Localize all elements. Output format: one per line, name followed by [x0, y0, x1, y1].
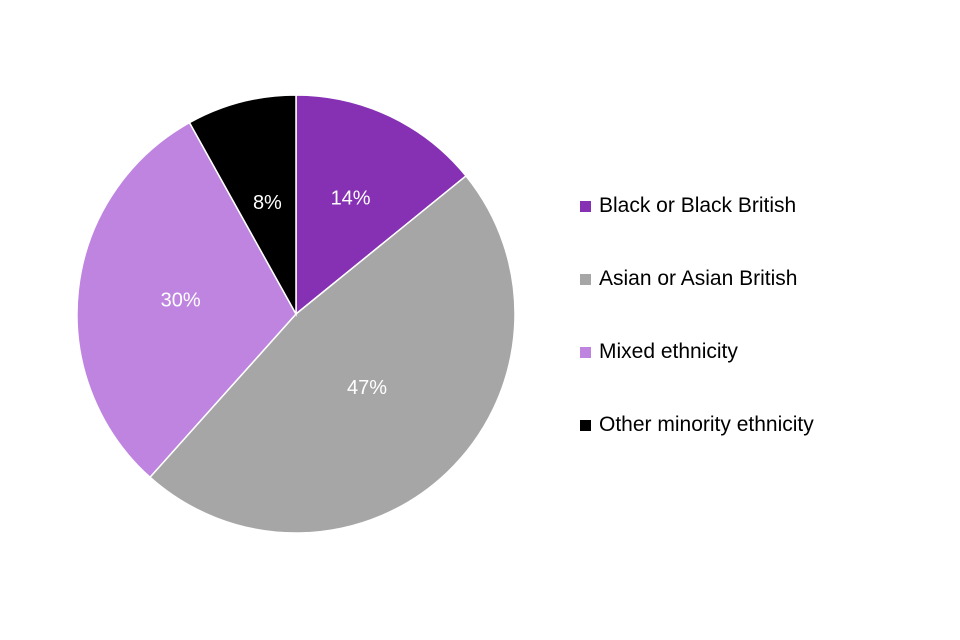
pie-slices	[76, 94, 516, 534]
pie-slice-labels: 14% 47% 30% 8%	[161, 188, 388, 399]
pie-slice-label-2: 30%	[161, 289, 201, 311]
legend-label-2: Mixed ethnicity	[599, 340, 738, 363]
legend-item-1: Asian or Asian British	[580, 265, 814, 293]
legend-label-1: Asian or Asian British	[599, 267, 798, 290]
legend-swatch-3	[580, 419, 591, 431]
pie-slice-label-3: 8%	[253, 192, 282, 214]
pie-slice-label-0: 14%	[331, 188, 371, 210]
pie-slice-3	[188, 94, 297, 317]
pie-slice-1	[148, 174, 516, 534]
pie-slice-0	[295, 94, 468, 316]
legend-item-3: Other minority ethnicity	[580, 411, 814, 439]
legend-item-2: Mixed ethnicity	[580, 338, 814, 366]
legend-item-0: Black or Black British	[580, 192, 814, 220]
legend-swatch-0	[580, 200, 591, 212]
legend-swatch-2	[580, 346, 591, 358]
legend-label-0: Black or Black British	[599, 194, 797, 217]
legend-label-3: Other minority ethnicity	[599, 413, 814, 436]
legend-swatch-1	[580, 273, 591, 285]
legend: Black or Black British Asian or Asian Bri…	[580, 192, 814, 484]
pie-slice-label-1: 47%	[347, 377, 387, 399]
pie-slice-2	[76, 121, 297, 479]
